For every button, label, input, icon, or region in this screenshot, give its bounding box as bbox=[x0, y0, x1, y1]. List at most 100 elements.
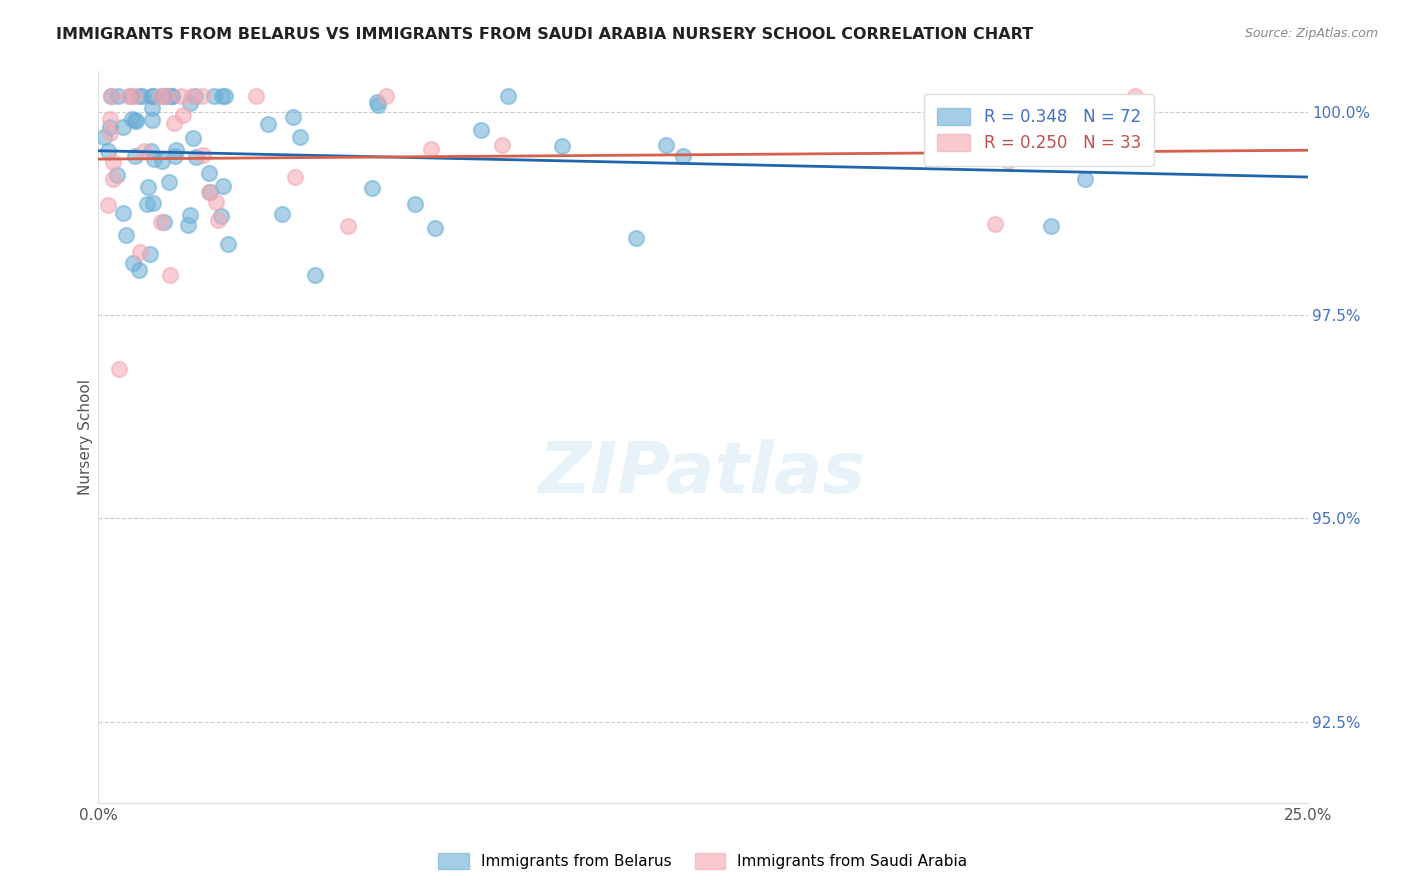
Immigrants from Belarus bbox=[624, 231, 647, 245]
Immigrants from Belarus bbox=[423, 221, 446, 235]
Immigrants from Saudi Arabia bbox=[1123, 88, 1146, 103]
Immigrants from Belarus bbox=[198, 185, 221, 199]
Immigrants from Belarus bbox=[128, 262, 150, 277]
Immigrants from Belarus bbox=[122, 256, 145, 270]
Immigrants from Saudi Arabia bbox=[100, 88, 122, 103]
Immigrants from Belarus bbox=[470, 123, 492, 137]
Immigrants from Saudi Arabia bbox=[96, 197, 118, 211]
Immigrants from Belarus bbox=[551, 139, 574, 153]
Immigrants from Belarus bbox=[281, 110, 304, 124]
Immigrants from Belarus bbox=[179, 208, 201, 222]
Immigrants from Saudi Arabia bbox=[191, 147, 214, 161]
Immigrants from Belarus bbox=[124, 112, 146, 127]
Immigrants from Belarus bbox=[163, 149, 186, 163]
Immigrants from Belarus bbox=[125, 113, 148, 128]
Immigrants from Belarus bbox=[139, 246, 162, 260]
Immigrants from Saudi Arabia bbox=[984, 217, 1007, 231]
Immigrants from Belarus bbox=[105, 168, 128, 182]
Immigrants from Belarus bbox=[97, 144, 120, 158]
Immigrants from Belarus bbox=[98, 120, 121, 134]
Immigrants from Belarus bbox=[112, 120, 135, 135]
Immigrants from Saudi Arabia bbox=[180, 88, 202, 103]
Text: ZIPatlas: ZIPatlas bbox=[540, 439, 866, 508]
Immigrants from Belarus bbox=[160, 88, 183, 103]
Immigrants from Belarus bbox=[120, 88, 142, 103]
Immigrants from Saudi Arabia bbox=[997, 154, 1019, 169]
Immigrants from Belarus bbox=[366, 95, 388, 110]
Immigrants from Belarus bbox=[150, 154, 173, 169]
Immigrants from Saudi Arabia bbox=[98, 126, 121, 140]
Legend: Immigrants from Belarus, Immigrants from Saudi Arabia: Immigrants from Belarus, Immigrants from… bbox=[432, 847, 974, 875]
Immigrants from Belarus bbox=[128, 88, 150, 103]
Immigrants from Belarus bbox=[107, 88, 129, 103]
Immigrants from Belarus bbox=[404, 197, 426, 211]
Immigrants from Belarus bbox=[1071, 99, 1094, 113]
Immigrants from Saudi Arabia bbox=[172, 107, 194, 121]
Immigrants from Belarus bbox=[498, 88, 520, 103]
Immigrants from Belarus bbox=[361, 181, 384, 195]
Text: IMMIGRANTS FROM BELARUS VS IMMIGRANTS FROM SAUDI ARABIA NURSERY SCHOOL CORRELATI: IMMIGRANTS FROM BELARUS VS IMMIGRANTS FR… bbox=[56, 27, 1033, 42]
Immigrants from Saudi Arabia bbox=[420, 143, 443, 157]
Immigrants from Saudi Arabia bbox=[134, 145, 156, 159]
Immigrants from Belarus bbox=[184, 88, 207, 103]
Immigrants from Saudi Arabia bbox=[155, 88, 177, 103]
Immigrants from Belarus bbox=[142, 196, 165, 211]
Immigrants from Belarus bbox=[141, 112, 163, 127]
Immigrants from Belarus bbox=[121, 112, 143, 127]
Immigrants from Belarus bbox=[141, 101, 163, 115]
Immigrants from Belarus bbox=[143, 152, 166, 166]
Immigrants from Saudi Arabia bbox=[108, 362, 131, 376]
Immigrants from Belarus bbox=[198, 166, 221, 180]
Immigrants from Saudi Arabia bbox=[284, 169, 307, 184]
Immigrants from Belarus bbox=[181, 130, 204, 145]
Immigrants from Belarus bbox=[142, 88, 165, 103]
Immigrants from Belarus bbox=[124, 149, 146, 163]
Immigrants from Belarus bbox=[217, 236, 239, 251]
Immigrants from Saudi Arabia bbox=[170, 88, 193, 103]
Immigrants from Saudi Arabia bbox=[207, 212, 229, 227]
Immigrants from Belarus bbox=[112, 206, 135, 220]
Immigrants from Belarus bbox=[135, 196, 157, 211]
Immigrants from Saudi Arabia bbox=[98, 112, 121, 126]
Immigrants from Belarus bbox=[131, 88, 153, 103]
Immigrants from Belarus bbox=[184, 150, 207, 164]
Immigrants from Belarus bbox=[179, 96, 201, 111]
Immigrants from Belarus bbox=[212, 179, 235, 194]
Immigrants from Saudi Arabia bbox=[337, 219, 360, 233]
Immigrants from Belarus bbox=[139, 144, 162, 158]
Immigrants from Belarus bbox=[209, 210, 232, 224]
Immigrants from Belarus bbox=[202, 88, 225, 103]
Immigrants from Belarus bbox=[177, 218, 200, 232]
Immigrants from Belarus bbox=[655, 138, 678, 153]
Y-axis label: Nursery School: Nursery School bbox=[77, 379, 93, 495]
Immigrants from Belarus bbox=[156, 88, 179, 103]
Immigrants from Belarus bbox=[100, 88, 122, 103]
Immigrants from Saudi Arabia bbox=[101, 155, 124, 169]
Immigrants from Saudi Arabia bbox=[190, 88, 212, 103]
Immigrants from Belarus bbox=[136, 179, 159, 194]
Text: Source: ZipAtlas.com: Source: ZipAtlas.com bbox=[1244, 27, 1378, 40]
Immigrants from Saudi Arabia bbox=[491, 138, 513, 153]
Immigrants from Belarus bbox=[165, 143, 187, 157]
Immigrants from Belarus bbox=[288, 130, 311, 145]
Immigrants from Saudi Arabia bbox=[101, 172, 124, 186]
Immigrants from Belarus bbox=[214, 88, 236, 103]
Immigrants from Belarus bbox=[115, 227, 138, 242]
Immigrants from Belarus bbox=[367, 98, 389, 112]
Immigrants from Belarus bbox=[93, 130, 115, 145]
Immigrants from Belarus bbox=[160, 88, 183, 103]
Immigrants from Belarus bbox=[1054, 150, 1077, 164]
Immigrants from Saudi Arabia bbox=[374, 88, 396, 103]
Immigrants from Saudi Arabia bbox=[163, 116, 186, 130]
Immigrants from Saudi Arabia bbox=[205, 194, 228, 209]
Immigrants from Saudi Arabia bbox=[198, 185, 221, 199]
Immigrants from Belarus bbox=[211, 88, 233, 103]
Immigrants from Belarus bbox=[270, 207, 292, 221]
Immigrants from Belarus bbox=[672, 149, 695, 163]
Immigrants from Saudi Arabia bbox=[149, 214, 172, 228]
Immigrants from Belarus bbox=[157, 175, 180, 189]
Immigrants from Saudi Arabia bbox=[159, 268, 181, 282]
Immigrants from Belarus bbox=[1039, 219, 1062, 233]
Immigrants from Belarus bbox=[155, 88, 177, 103]
Immigrants from Belarus bbox=[141, 88, 163, 103]
